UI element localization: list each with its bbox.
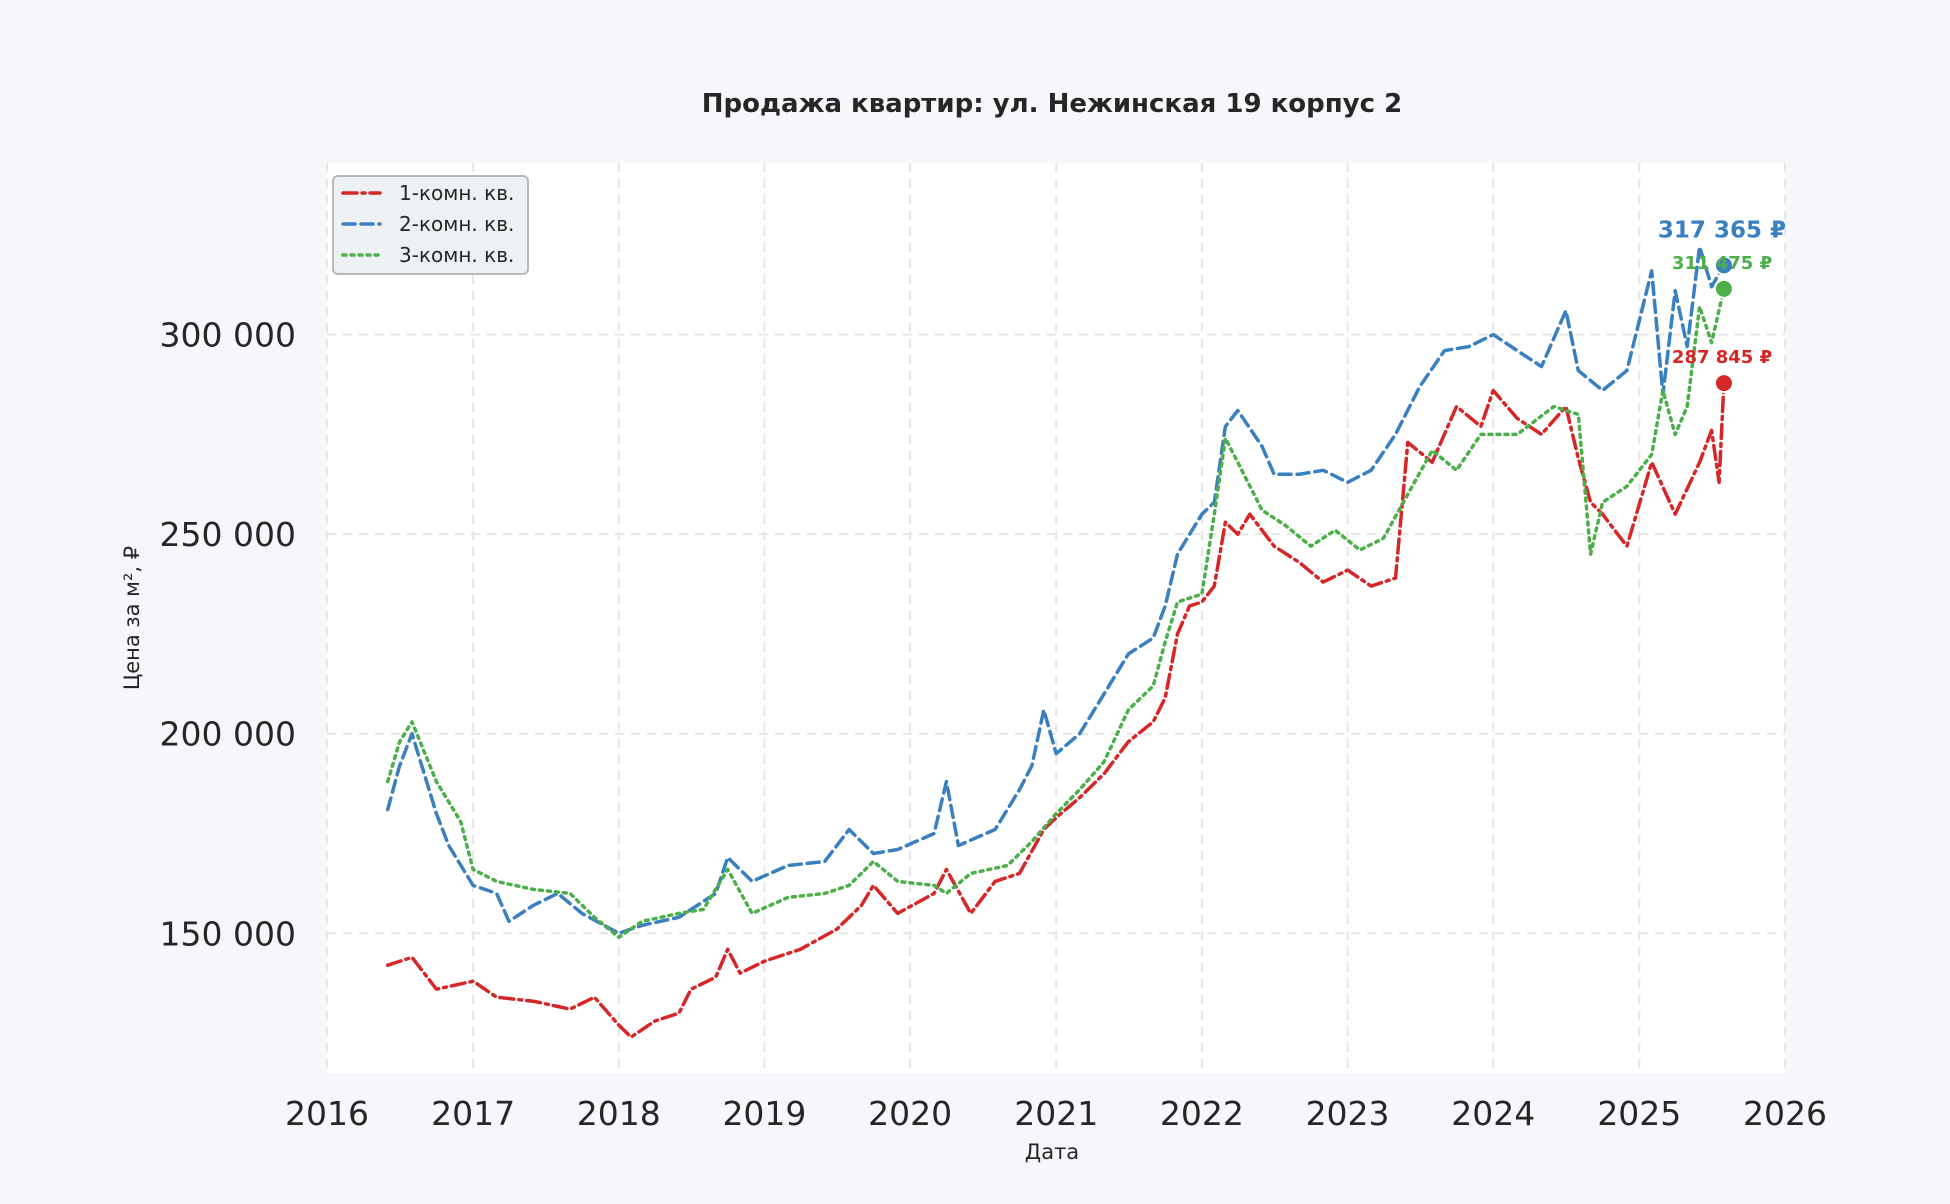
legend-label: 1-комн. кв. bbox=[399, 181, 514, 205]
last-value-marker bbox=[1713, 255, 1734, 276]
grid bbox=[326, 163, 1786, 1073]
x-tick-label: 2020 bbox=[868, 1094, 952, 1133]
x-tick-label: 2021 bbox=[1014, 1094, 1098, 1133]
x-tick-label: 2023 bbox=[1306, 1094, 1390, 1133]
legend-box bbox=[332, 175, 529, 275]
annotations: 317 365 ₽ 311 475 ₽ 287 845 ₽ bbox=[1658, 217, 1786, 394]
last-value-label: 311 475 ₽ bbox=[1672, 253, 1772, 274]
last-value-label: 317 365 ₽ bbox=[1658, 217, 1786, 243]
series-line-3 bbox=[385, 287, 1726, 940]
x-tick-label: 2022 bbox=[1160, 1094, 1244, 1133]
last-value-label: 287 845 ₽ bbox=[1672, 347, 1772, 368]
last-value-marker bbox=[1713, 373, 1734, 394]
y-axis-ticks: 150 000 200 000 250 000 300 000 bbox=[160, 316, 296, 954]
y-tick-label: 150 000 bbox=[160, 914, 296, 953]
x-tick-label: 2018 bbox=[577, 1094, 661, 1133]
x-tick-label: 2026 bbox=[1743, 1094, 1827, 1133]
legend-label: 3-комн. кв. bbox=[399, 243, 514, 267]
x-axis-ticks: 2016 2017 2018 2019 2020 2021 2022 2023 2024 2025… bbox=[285, 1094, 1827, 1133]
y-tick-label: 250 000 bbox=[160, 515, 296, 554]
y-tick-label: 200 000 bbox=[160, 715, 296, 754]
legend-label: 2-комн. кв. bbox=[399, 212, 514, 236]
x-tick-label: 2016 bbox=[285, 1094, 369, 1133]
series-layer bbox=[385, 245, 1726, 1039]
legend: 1-комн. кв. 2-комн. кв. 3-комн. кв. bbox=[332, 175, 529, 275]
x-tick-label: 2019 bbox=[722, 1094, 806, 1133]
x-axis-label: Дата bbox=[1025, 1140, 1079, 1164]
x-tick-label: 2025 bbox=[1597, 1094, 1681, 1133]
x-tick-label: 2017 bbox=[431, 1094, 515, 1133]
x-tick-label: 2024 bbox=[1451, 1094, 1535, 1133]
y-tick-label: 300 000 bbox=[160, 316, 296, 355]
last-value-marker bbox=[1713, 278, 1734, 299]
series-line-1 bbox=[385, 381, 1726, 1039]
chart-title: Продажа квартир: ул. Нежинская 19 корпус… bbox=[702, 89, 1402, 119]
y-axis-label: Цена за м², ₽ bbox=[120, 546, 144, 690]
